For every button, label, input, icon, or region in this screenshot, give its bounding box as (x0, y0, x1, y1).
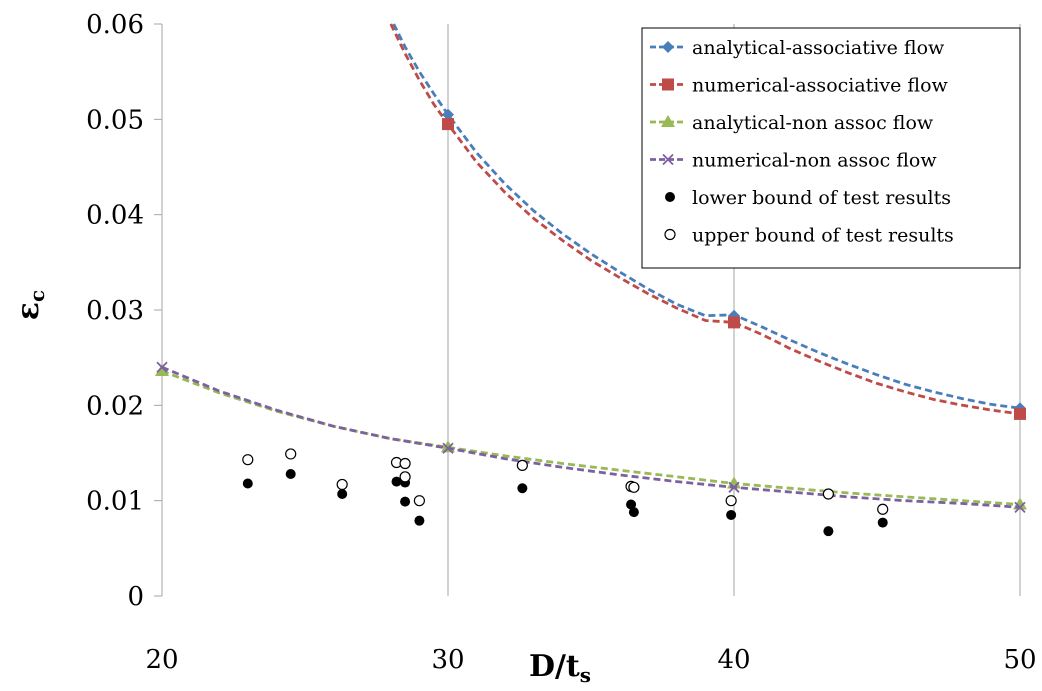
data-point-analytical-associative-flow (442, 108, 454, 121)
data-point-upper-bound-of-test-results (877, 503, 889, 515)
legend: analytical-associative flow numerical-ass… (641, 27, 1021, 269)
legend-entry-analytical-non-assoc-flow: analytical-non assoc flow (650, 112, 934, 134)
data-point-lower-bound-of-test-results (877, 517, 888, 528)
legend-swatch-marker (662, 41, 674, 53)
legend-swatch-marker (661, 115, 675, 127)
plot-area (155, 23, 1027, 537)
data-point-analytical-non-assoc-flow (727, 476, 741, 489)
legend-entry-lower-bound-of-test-results: lower bound of test results (665, 187, 951, 209)
legend-entry-numerical-non-assoc-flow: numerical-non assoc flow (650, 150, 937, 172)
data-point-upper-bound-of-test-results (399, 457, 411, 470)
data-point-analytical-non-assoc-flow (155, 364, 169, 377)
y-tick-label-3: 0.03 (86, 296, 144, 326)
data-point-upper-bound-of-test-results (399, 471, 411, 483)
data-point-lower-bound-of-test-results (414, 515, 425, 526)
data-point-numerical-non-assoc-flow (1014, 501, 1026, 513)
data-point-lower-bound-of-test-results (628, 507, 639, 518)
data-point-upper-bound-of-test-results (516, 459, 528, 471)
series-line-numerical-non-assoc-flow (161, 365, 1021, 509)
data-point-lower-bound-of-test-results (726, 509, 737, 520)
legend-label: lower bound of test results (692, 187, 951, 209)
y-tick-label-1: 0.01 (86, 487, 144, 517)
data-point-numerical-non-assoc-flow (442, 442, 454, 454)
series-line-analytical-non-assoc-flow (161, 369, 1021, 506)
data-point-lower-bound-of-test-results (337, 488, 348, 499)
data-point-lower-bound-of-test-results (626, 499, 637, 510)
data-point-numerical-associative-flow (442, 118, 454, 131)
data-point-upper-bound-of-test-results (628, 481, 640, 493)
data-point-upper-bound-of-test-results (725, 495, 737, 507)
series-analytical-non-assoc-flow (155, 364, 1027, 510)
data-point-upper-bound-of-test-results (285, 448, 297, 460)
y-axis-title-main: ε (11, 302, 46, 320)
legend-swatch-marker (665, 192, 675, 202)
series-numerical-associative-flow (389, 23, 1026, 420)
data-point-lower-bound-of-test-results (400, 496, 411, 507)
legend-label: numerical-associative flow (692, 75, 949, 97)
x-tick-label-1: 30 (431, 645, 464, 675)
x-axis-title-sub: s (580, 663, 591, 687)
data-point-numerical-associative-flow (1014, 407, 1026, 420)
x-tick-label-3: 50 (1003, 645, 1036, 675)
series-numerical-non-assoc-flow (156, 361, 1026, 513)
x-tick-label-0: 20 (145, 645, 178, 675)
data-point-upper-bound-of-test-results (336, 478, 348, 491)
legend-label: analytical-associative flow (692, 37, 945, 59)
data-point-lower-bound-of-test-results (517, 483, 528, 494)
y-tick-label-2: 0.02 (86, 391, 144, 421)
legend-entry-upper-bound-of-test-results: upper bound of test results (664, 225, 954, 247)
tick-labels: 0 0.01 0.02 0.03 0.04 0.05 0.06 20 30 40 50 (86, 10, 1036, 675)
y-axis-title-sub: c (25, 290, 49, 302)
y-tick-label-4: 0.04 (86, 201, 144, 231)
data-point-upper-bound-of-test-results (242, 454, 254, 466)
legend-swatch-marker (662, 153, 674, 166)
data-point-numerical-associative-flow (728, 316, 740, 329)
series-upper-bound-of-test-results (242, 448, 889, 515)
data-point-numerical-non-assoc-flow (728, 481, 740, 493)
legend-label: upper bound of test results (692, 225, 954, 247)
x-tick-label-2: 40 (717, 645, 750, 675)
legend-swatch-marker (664, 228, 676, 241)
legend-swatch-marker (662, 78, 674, 91)
data-point-upper-bound-of-test-results (822, 488, 834, 500)
data-point-numerical-non-assoc-flow (156, 361, 168, 373)
y-axis-title: εc (11, 290, 49, 320)
data-point-upper-bound-of-test-results (413, 495, 425, 507)
y-tick-label-5: 0.05 (86, 105, 144, 135)
x-axis-title: D/ts (529, 649, 591, 687)
series-lower-bound-of-test-results (242, 468, 888, 537)
data-point-lower-bound-of-test-results (285, 468, 296, 479)
legend-box (641, 27, 1021, 269)
y-tick-label-0: 0 (127, 582, 144, 612)
data-point-lower-bound-of-test-results (391, 476, 402, 487)
legend-label: analytical-non assoc flow (692, 112, 934, 134)
x-axis-title-main: D/t (529, 649, 580, 684)
legend-label: numerical-non assoc flow (692, 150, 937, 172)
data-point-lower-bound-of-test-results (242, 478, 253, 489)
legend-entry-numerical-associative-flow: numerical-associative flow (650, 75, 949, 97)
y-tick-label-6: 0.06 (86, 10, 144, 40)
legend-entry-analytical-associative-flow: analytical-associative flow (650, 37, 945, 59)
data-point-lower-bound-of-test-results (823, 526, 834, 537)
